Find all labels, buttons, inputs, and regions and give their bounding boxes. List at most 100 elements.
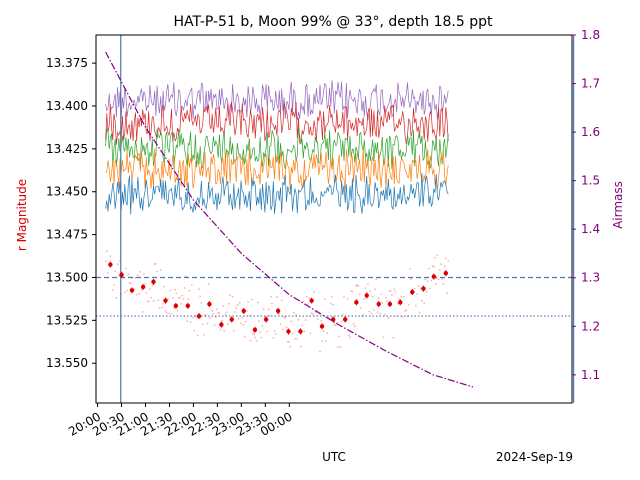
- raw-point: [310, 312, 313, 314]
- y-left-tick-label: 13.475: [46, 228, 88, 242]
- raw-point: [179, 296, 181, 299]
- raw-point: [180, 302, 183, 305]
- raw-point: [405, 309, 408, 311]
- raw-point: [424, 278, 427, 281]
- raw-point: [250, 298, 253, 301]
- binned-point: [129, 288, 135, 293]
- raw-point: [211, 309, 214, 312]
- raw-point: [288, 341, 290, 343]
- comparison-stars-layer: [105, 80, 449, 215]
- raw-point: [158, 307, 161, 309]
- raw-point: [168, 312, 171, 315]
- raw-point: [138, 292, 141, 295]
- raw-point: [162, 303, 165, 305]
- raw-point: [375, 278, 378, 280]
- y-left-tick-label: 13.550: [46, 356, 88, 370]
- raw-point: [175, 292, 178, 295]
- raw-point: [165, 312, 168, 314]
- raw-point: [309, 332, 312, 335]
- raw-point: [381, 302, 384, 304]
- raw-point: [339, 346, 342, 348]
- raw-point: [323, 298, 326, 301]
- raw-point: [224, 313, 227, 316]
- raw-point: [243, 335, 246, 338]
- binned-point: [364, 293, 369, 298]
- y-right-tick-label: 1.4: [581, 222, 600, 236]
- raw-point: [368, 310, 370, 313]
- reference-lines-layer: [96, 35, 575, 403]
- raw-point: [294, 337, 296, 340]
- raw-point: [116, 263, 119, 266]
- binned-point: [431, 274, 437, 279]
- raw-point: [435, 283, 438, 285]
- raw-point: [226, 323, 229, 326]
- raw-point: [369, 290, 372, 292]
- raw-point: [341, 313, 344, 316]
- binned-point: [387, 301, 393, 307]
- raw-point: [357, 285, 360, 287]
- raw-point: [149, 288, 151, 291]
- raw-point: [371, 295, 374, 298]
- raw-point: [155, 263, 157, 265]
- raw-point: [373, 309, 375, 311]
- raw-scatter-layer: [104, 250, 450, 353]
- raw-point: [374, 288, 376, 291]
- raw-point: [432, 265, 435, 268]
- raw-point: [425, 290, 428, 293]
- y-left-tick-label: 13.425: [46, 142, 88, 156]
- raw-point: [334, 324, 337, 327]
- raw-point: [421, 299, 423, 302]
- x-axis-label: UTC: [322, 450, 346, 464]
- raw-point: [235, 307, 238, 310]
- raw-point: [308, 297, 311, 300]
- raw-point: [296, 338, 299, 340]
- raw-point: [337, 346, 339, 349]
- raw-point: [364, 287, 367, 290]
- raw-point: [107, 272, 109, 274]
- raw-point: [151, 284, 154, 287]
- raw-point: [429, 287, 432, 290]
- raw-point: [431, 264, 434, 267]
- binned-point: [331, 317, 336, 322]
- raw-point: [319, 350, 321, 353]
- raw-point: [326, 332, 329, 335]
- y-left-tick-label: 13.450: [46, 185, 88, 199]
- raw-point: [258, 320, 260, 323]
- raw-point: [331, 295, 333, 298]
- raw-point: [386, 300, 388, 303]
- raw-point: [338, 335, 341, 338]
- raw-point: [104, 260, 107, 263]
- raw-point: [398, 298, 400, 300]
- raw-point: [376, 311, 379, 314]
- raw-point: [237, 317, 240, 320]
- raw-point: [225, 311, 228, 314]
- raw-point: [274, 333, 277, 335]
- binned-point: [241, 308, 246, 314]
- raw-point: [446, 292, 448, 295]
- raw-point: [192, 316, 194, 319]
- binned-point: [252, 327, 258, 332]
- raw-point: [135, 293, 138, 296]
- raw-point: [434, 256, 436, 259]
- raw-point: [190, 284, 193, 286]
- raw-point: [222, 305, 224, 307]
- y-right-tick-label: 1.3: [581, 271, 600, 285]
- raw-point: [201, 323, 204, 325]
- plot-frame: [95, 34, 573, 404]
- raw-point: [207, 283, 210, 286]
- raw-point: [231, 295, 234, 298]
- raw-point: [266, 330, 269, 333]
- raw-point: [105, 250, 108, 253]
- raw-point: [125, 267, 127, 270]
- y-left-ticks-layer: 13.375 13.400 13.425 13.450 13.475 13.500 13.5…: [46, 56, 96, 370]
- comparison-star-curve: [105, 172, 449, 215]
- raw-point: [113, 284, 115, 286]
- raw-point: [169, 289, 172, 292]
- raw-point: [261, 324, 264, 327]
- raw-point: [241, 316, 244, 319]
- raw-point: [409, 268, 411, 270]
- raw-point: [220, 319, 223, 322]
- raw-point: [214, 316, 217, 319]
- raw-point: [363, 298, 366, 300]
